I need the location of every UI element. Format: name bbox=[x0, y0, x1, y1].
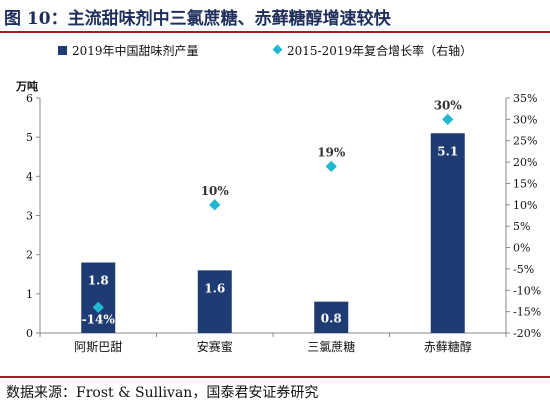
legend-point-swatch bbox=[272, 44, 283, 55]
y-left-tick-label: 5 bbox=[26, 131, 33, 144]
chart-title-bar: 图 10：主流甜味剂中三氯蔗糖、赤藓糖醇增速较快 bbox=[0, 0, 550, 30]
y-right-tick-label: 5% bbox=[513, 220, 530, 233]
y-right-tick-label: 30% bbox=[513, 113, 537, 126]
bar bbox=[197, 270, 232, 333]
y-left-tick-label: 6 bbox=[26, 92, 33, 105]
y-right-tick-label: 20% bbox=[513, 156, 537, 169]
y-right-tick-label: 10% bbox=[513, 199, 537, 212]
source-note: 数据来源：Frost & Sullivan，国泰君安证券研究 bbox=[6, 385, 319, 401]
x-tick-label: 安赛蜜 bbox=[197, 339, 233, 354]
growth-point bbox=[442, 113, 454, 126]
bar-value-label: 1.6 bbox=[204, 281, 225, 295]
bar bbox=[81, 262, 116, 333]
x-tick-label: 赤藓糖醇 bbox=[424, 339, 472, 354]
y-right-tick-label: 25% bbox=[513, 135, 537, 148]
y-right-tick-label: 0% bbox=[513, 242, 530, 255]
chart-area: 2019年中国甜味剂产量 2015-2019年复合增长率（右轴） 万吨 0 1 2 3 4 5 6… bbox=[0, 34, 550, 374]
growth-point bbox=[325, 160, 337, 173]
y-left-tick-label: 4 bbox=[26, 170, 33, 183]
y-left-tick-label: 2 bbox=[26, 249, 33, 262]
source-divider bbox=[0, 376, 550, 378]
growth-point bbox=[209, 199, 221, 211]
bar-value-label: 0.8 bbox=[321, 311, 342, 325]
y-axis-left-unit: 万吨 bbox=[15, 79, 38, 93]
bar bbox=[430, 133, 465, 333]
title-divider bbox=[0, 31, 550, 33]
y-right-tick-label: -15% bbox=[513, 306, 541, 319]
growth-value-label: 10% bbox=[201, 184, 230, 198]
growth-value-label: 30% bbox=[434, 98, 463, 112]
bar-value-label: 1.8 bbox=[88, 274, 109, 288]
combo-chart: 2019年中国甜味剂产量 2015-2019年复合增长率（右轴） 万吨 0 1 2 3 4 5 6… bbox=[15, 43, 541, 354]
bar bbox=[314, 301, 349, 333]
y-right-tick-label: 15% bbox=[513, 177, 537, 190]
y-right-tick-label: -5% bbox=[513, 263, 534, 276]
chart-title: 图 10：主流甜味剂中三氯蔗糖、赤藓糖醇增速较快 bbox=[4, 9, 391, 29]
y-right-tick-label: -20% bbox=[513, 327, 541, 340]
y-right-tick-label: 35% bbox=[513, 92, 537, 105]
legend-bar-label: 2019年中国甜味剂产量 bbox=[72, 43, 199, 58]
y-left-tick-label: 0 bbox=[26, 327, 33, 340]
x-tick-label: 三氯蔗糖 bbox=[307, 339, 355, 354]
legend-point-label: 2015-2019年复合增长率（右轴） bbox=[287, 43, 472, 58]
legend-bar-swatch bbox=[58, 46, 67, 55]
bar-value-label: 5.1 bbox=[437, 144, 458, 158]
growth-value-label: 19% bbox=[317, 145, 346, 159]
y-left-tick-label: 1 bbox=[26, 288, 33, 301]
y-left-tick-label: 3 bbox=[26, 210, 33, 223]
x-tick-label: 阿斯巴甜 bbox=[74, 340, 122, 354]
growth-value-label: -14% bbox=[82, 312, 116, 326]
y-right-tick-label: -10% bbox=[513, 284, 541, 297]
